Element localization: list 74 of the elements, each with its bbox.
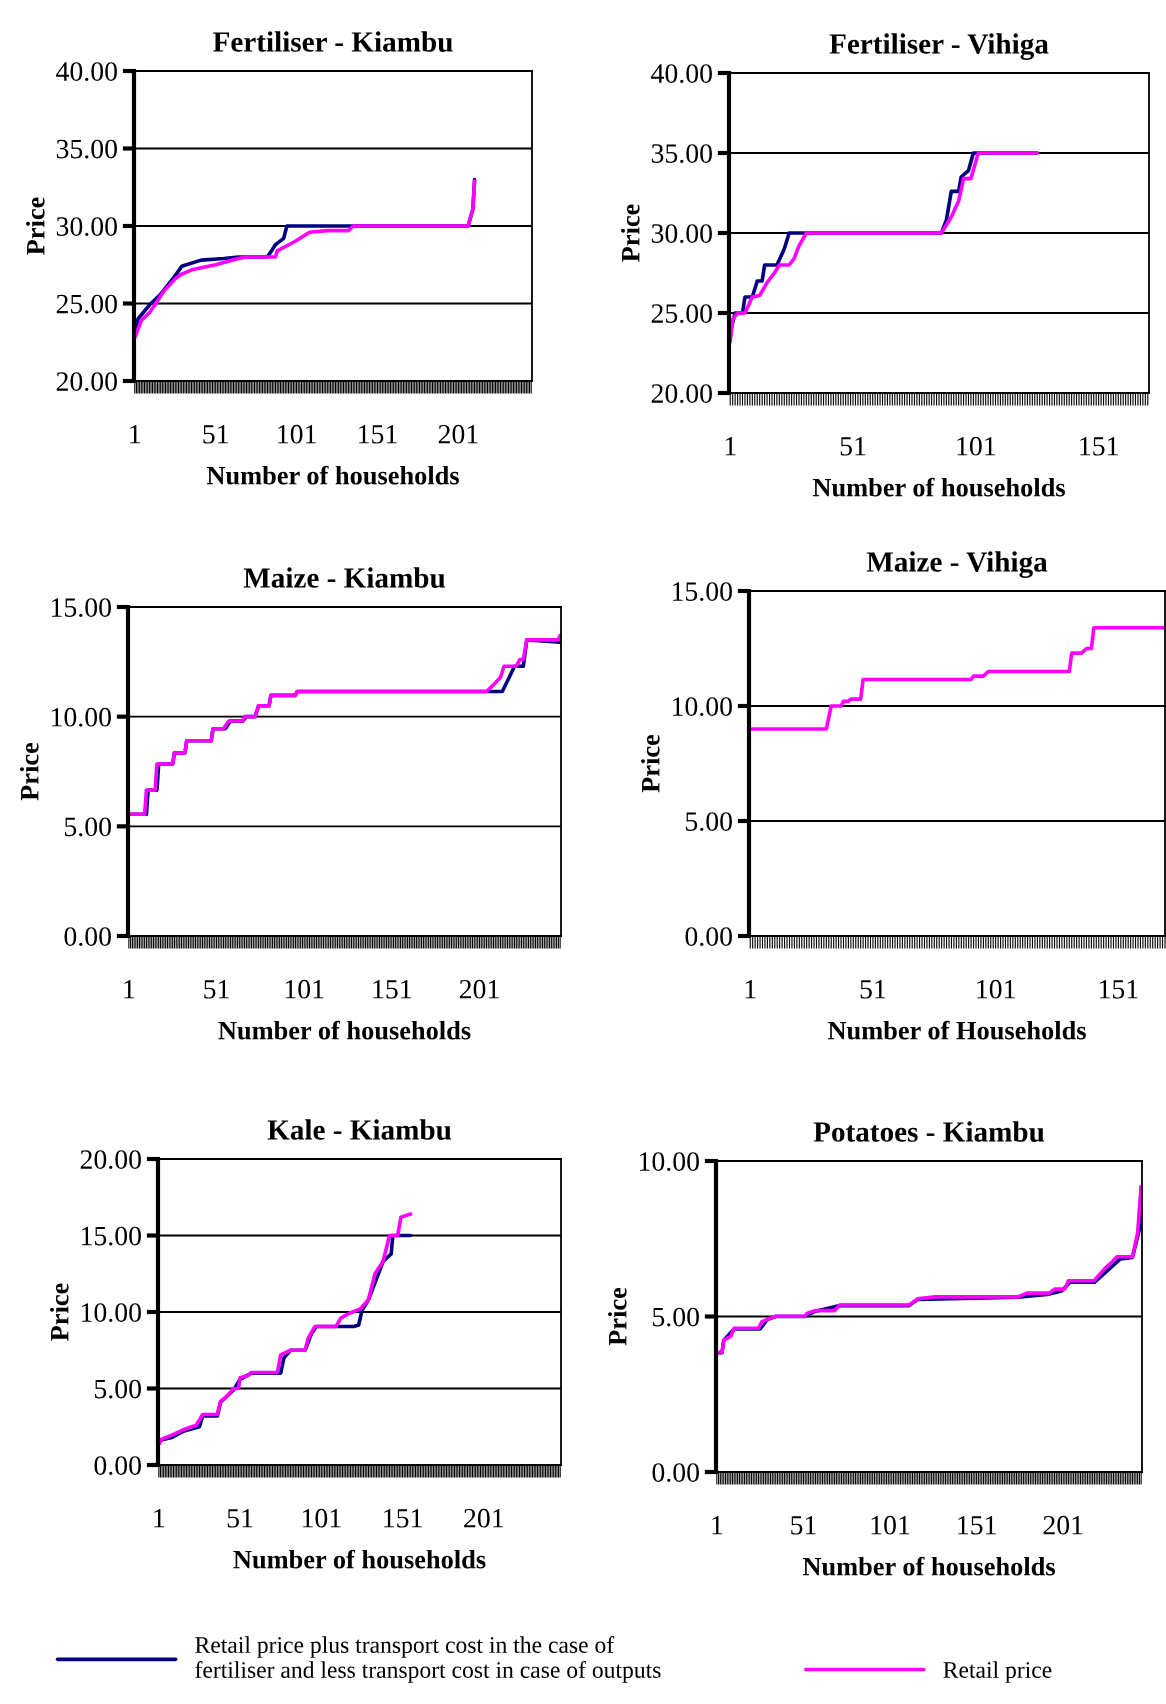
x-axis-title: Number of households <box>812 477 1065 497</box>
x-tick-label: 51 <box>203 424 228 444</box>
y-tick-label: 20.00 <box>651 384 712 404</box>
x-tick-label: 151 <box>958 1515 996 1535</box>
x-tick-label: 101 <box>871 1515 910 1535</box>
y-tick-label: 30.00 <box>651 224 712 244</box>
x-tick-label: 51 <box>791 1515 816 1535</box>
x-tick-label: 151 <box>359 424 397 444</box>
x-tick-label: 1 <box>745 979 756 999</box>
y-axis-title: Price <box>20 742 39 801</box>
chart-title: Kale - Kiambu <box>267 1119 452 1140</box>
x-tick-label: 51 <box>860 979 886 999</box>
x-axis-title: Number of households <box>218 1020 471 1040</box>
x-tick-label: 201 <box>459 979 499 999</box>
x-tick-label: 101 <box>957 436 996 456</box>
x-tick-label: 151 <box>384 1508 422 1528</box>
x-tick-label: 1 <box>130 424 141 444</box>
chart-title: Maize - Vihiga <box>866 551 1048 578</box>
x-tick-label: 1 <box>124 979 135 999</box>
y-tick-label: 30.00 <box>56 217 117 237</box>
x-tick-label: 51 <box>840 436 866 456</box>
x-tick-label: 51 <box>227 1508 253 1528</box>
y-tick-label: 10.00 <box>51 707 111 727</box>
y-tick-label: 25.00 <box>56 294 117 314</box>
x-tick-label: 101 <box>977 979 1015 999</box>
x-tick-label: 151 <box>1099 979 1138 999</box>
y-axis-title: Price <box>26 197 45 255</box>
y-tick-label: 15.00 <box>672 582 732 602</box>
x-tick-label: 51 <box>204 979 229 999</box>
x-tick-label: 1 <box>154 1508 165 1528</box>
y-tick-label: 0.00 <box>94 1456 141 1476</box>
x-axis-title: Number of households <box>233 1549 486 1569</box>
y-tick-label: 10.00 <box>672 697 732 717</box>
y-tick-label: 40.00 <box>56 62 117 82</box>
x-tick-label: 101 <box>302 1508 341 1528</box>
y-axis-title: Price <box>50 1283 69 1341</box>
y-tick-label: 15.00 <box>51 598 111 618</box>
y-tick-label: 20.00 <box>80 1150 141 1170</box>
chart-title: Maize - Kiambu <box>243 567 445 588</box>
y-axis-title: Price <box>608 1287 627 1346</box>
chart-title: Fertiliser - Kiambu <box>213 31 453 52</box>
y-tick-label: 5.00 <box>653 1307 699 1327</box>
chart-title: Potatoes - Kiambu <box>813 1121 1045 1142</box>
x-tick-label: 201 <box>438 424 478 444</box>
x-tick-label: 151 <box>373 979 411 999</box>
x-tick-label: 201 <box>1043 1515 1083 1535</box>
x-tick-label: 101 <box>285 979 324 999</box>
x-tick-label: 1 <box>712 1515 723 1535</box>
y-tick-label: 0.00 <box>64 927 111 947</box>
y-tick-label: 10.00 <box>81 1303 141 1323</box>
y-tick-label: 0.00 <box>685 927 732 947</box>
chart-title: Fertiliser - Vihiga <box>829 33 1049 60</box>
text: Retail price plus transport cost in the case of fertiliser and less transport cost in case of outputs <box>195 1636 661 1683</box>
y-tick-label: 35.00 <box>651 144 712 164</box>
x-tick-label: 101 <box>278 424 316 444</box>
x-tick-label: 151 <box>1080 436 1118 456</box>
y-tick-label: 0.00 <box>652 1463 699 1483</box>
x-tick-label: 1 <box>725 436 736 456</box>
y-tick-label: 20.00 <box>56 372 117 392</box>
y-tick-label: 40.00 <box>651 64 712 84</box>
y-tick-label: 5.00 <box>686 812 732 832</box>
x-axis-title: Number of households <box>206 465 459 485</box>
y-tick-label: 5.00 <box>95 1379 141 1399</box>
y-axis-title: Price <box>621 204 640 262</box>
x-axis-title: Number of households <box>802 1556 1055 1576</box>
y-tick-label: 35.00 <box>56 139 117 159</box>
y-tick-label: 10.00 <box>639 1152 699 1172</box>
y-tick-label: 15.00 <box>81 1226 141 1246</box>
y-tick-label: 5.00 <box>65 817 111 837</box>
x-axis-title: Number of Households <box>827 1020 1086 1040</box>
y-tick-label: 25.00 <box>651 304 712 324</box>
text: Retail price <box>943 1661 1052 1683</box>
x-tick-label: 201 <box>464 1508 503 1528</box>
y-axis-title: Price <box>641 734 660 793</box>
